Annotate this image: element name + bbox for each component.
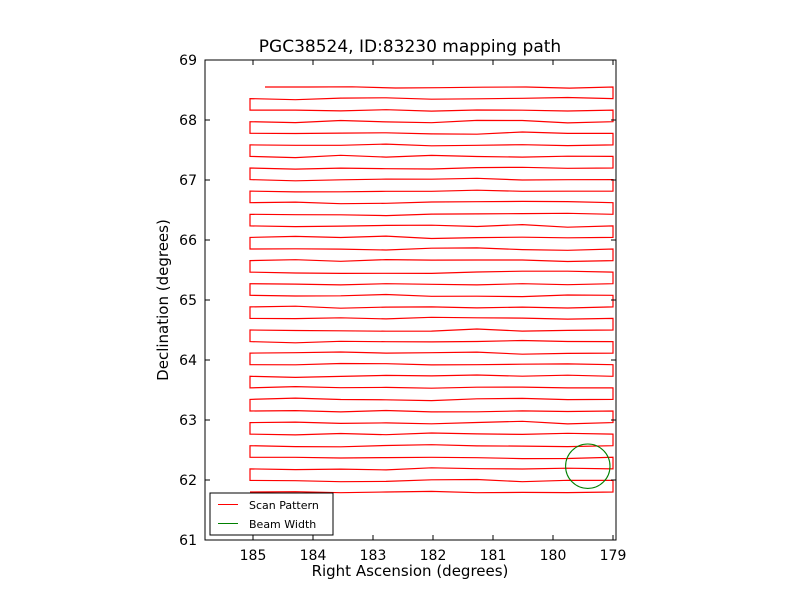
x-tick-label: 185 bbox=[240, 548, 267, 564]
y-tick-label: 68 bbox=[179, 113, 197, 129]
axis-ticks: 185 184 183 182 181 180 179 61 62 63 64 65 66 67 68 69 bbox=[179, 53, 626, 564]
y-tick-label: 63 bbox=[179, 413, 197, 429]
legend: Scan Pattern Beam Width bbox=[209, 492, 334, 536]
plot-area bbox=[249, 86, 614, 494]
x-tick-label: 182 bbox=[420, 548, 447, 564]
x-tick-label: 180 bbox=[540, 548, 567, 564]
chart-title: PGC38524, ID:83230 mapping path bbox=[259, 37, 561, 57]
x-tick-label: 183 bbox=[360, 548, 387, 564]
legend-scan-pattern-label: Scan Pattern bbox=[249, 499, 319, 512]
scan-pattern-line bbox=[249, 86, 614, 494]
y-tick-label: 66 bbox=[179, 233, 197, 249]
x-tick-label: 184 bbox=[300, 548, 327, 564]
x-tick-label: 179 bbox=[600, 548, 627, 564]
legend-box bbox=[209, 492, 334, 536]
y-tick-label: 64 bbox=[179, 353, 197, 369]
y-axis-label: Declination (degrees) bbox=[154, 219, 172, 381]
beam-width-circle bbox=[565, 443, 611, 489]
y-tick-label: 62 bbox=[179, 473, 197, 489]
y-tick-label: 67 bbox=[179, 173, 197, 189]
legend-beam-width-label: Beam Width bbox=[249, 518, 316, 531]
x-axis-label: Right Ascension (degrees) bbox=[312, 562, 509, 580]
y-tick-label: 61 bbox=[179, 533, 197, 549]
y-tick-label: 69 bbox=[179, 53, 197, 69]
x-tick-label: 181 bbox=[480, 548, 507, 564]
y-tick-label: 65 bbox=[179, 293, 197, 309]
